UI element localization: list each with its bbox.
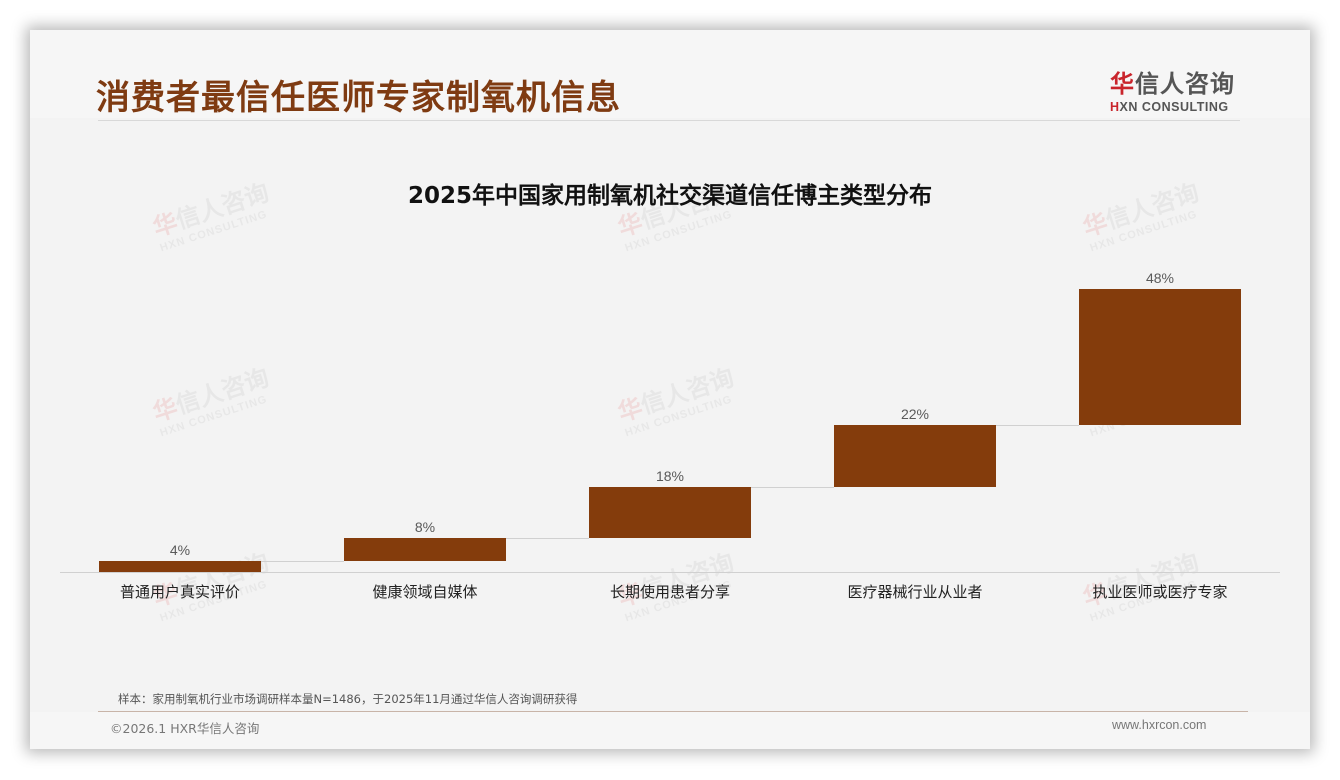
data-label: 18%: [655, 468, 685, 485]
title-divider: [98, 120, 1240, 121]
data-label: 48%: [1145, 270, 1175, 286]
connector-line: [751, 487, 834, 489]
connector-line: [261, 560, 344, 562]
connector-line: [506, 538, 589, 540]
website-link[interactable]: www.hxrcon.com: [1112, 718, 1207, 732]
logo-h-glyph: H: [1110, 100, 1120, 114]
data-label: 4%: [169, 541, 191, 558]
waterfall-chart: 4% 普通用户真实评价 8% 健康领域自媒体 18% 长期使用患者分享 22% 医疗器械行业从…: [30, 30, 1310, 749]
copyright-text: ©2026.1 HXR华信人咨询: [110, 721, 260, 736]
page-title: 消费者最信任医师专家制氧机信息: [96, 78, 621, 118]
x-axis-line: [60, 572, 1280, 573]
logo-hua-glyph: 华: [1110, 70, 1135, 98]
logo-chinese: 华信人咨询: [1110, 64, 1240, 99]
connector-line: [996, 424, 1079, 426]
footer-band: [30, 712, 1310, 749]
header-band: [30, 30, 1310, 118]
logo-en-rest: XN CONSULTING: [1119, 100, 1229, 114]
category-label: 医疗器械行业从业者: [847, 583, 983, 601]
category-label: 执业医师或医疗专家: [1092, 583, 1228, 601]
bar: [344, 538, 506, 561]
footer-divider: [98, 711, 1248, 712]
bar: [834, 424, 996, 488]
data-label: 8%: [414, 519, 436, 536]
brand-logo: 华信人咨询 HXN CONSULTING: [1110, 64, 1240, 114]
bar: [99, 560, 261, 572]
logo-english: HXN CONSULTING: [1110, 100, 1240, 114]
sample-note: 样本：家用制氧机行业市场调研样本量N=1486，于2025年11月通过华信人咨询…: [118, 692, 578, 706]
category-label: 普通用户真实评价: [119, 583, 240, 601]
slide: 消费者最信任医师专家制氧机信息 华信人咨询 HXN CONSULTING 华信人…: [30, 30, 1310, 749]
bar: [589, 487, 751, 539]
category-label: 长期使用患者分享: [609, 583, 730, 601]
chart-title: 2025年中国家用制氧机社交渠道信任博主类型分布: [407, 183, 932, 209]
category-label: 健康领域自媒体: [372, 583, 478, 601]
bar: [1079, 289, 1241, 425]
logo-cn-rest: 信人咨询: [1135, 70, 1235, 98]
data-label: 22%: [900, 405, 930, 422]
